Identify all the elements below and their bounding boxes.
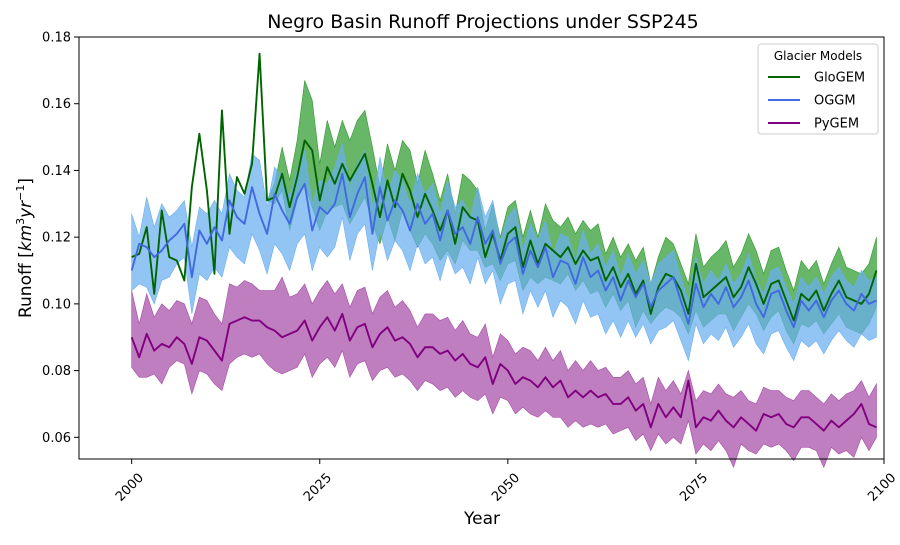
plot-frame <box>78 36 885 460</box>
x-axis: 2000 2025 2050 2075 2100 <box>113 459 899 505</box>
legend-label-pygem: PyGEM <box>814 117 859 132</box>
legend-label-glogem: GloGEM <box>814 71 865 86</box>
x-axis-label: Year <box>463 509 500 529</box>
y-tick-label: 0.16 <box>42 97 71 112</box>
y-axis-label-unit2: yr <box>16 200 36 219</box>
y-tick-label: 0.10 <box>42 297 71 312</box>
band-pygem <box>131 276 877 469</box>
y-axis-label-close: ] <box>16 178 36 185</box>
y-tick-label: 0.18 <box>42 31 71 46</box>
legend: Glacier Models GloGEM OGGM PyGEM <box>757 43 879 135</box>
y-axis: 0.06 0.08 0.10 0.12 0.14 0.16 0.18 <box>42 31 79 446</box>
legend-label-oggm: OGGM <box>814 94 856 109</box>
y-axis-label-sup1: 3 <box>14 218 27 225</box>
y-tick-label: 0.06 <box>42 431 71 446</box>
line-pygem <box>130 312 877 432</box>
y-axis-label-sup2: −1 <box>14 185 27 201</box>
y-tick-label: 0.12 <box>42 231 71 246</box>
x-tick-label: 2100 <box>865 471 899 505</box>
x-tick-label: 2025 <box>301 471 335 505</box>
legend-title: Glacier Models <box>774 49 862 63</box>
line-glogem <box>131 52 878 322</box>
line-oggm <box>130 172 877 329</box>
x-tick-label: 2050 <box>489 471 523 505</box>
legend-items: GloGEM OGGM PyGEM <box>768 71 865 132</box>
y-axis-label: Runoff [km3yr−1] <box>14 178 36 318</box>
x-tick-label: 2000 <box>113 471 147 505</box>
y-axis-label-unit: km <box>16 225 36 251</box>
series-lines <box>130 52 878 432</box>
y-axis-label-base: Runoff [ <box>16 251 36 318</box>
y-tick-label: 0.14 <box>42 164 71 179</box>
x-tick-label: 2075 <box>677 471 711 505</box>
chart-title: Negro Basin Runoff Projections under SSP… <box>267 11 699 33</box>
y-tick-label: 0.08 <box>42 364 71 379</box>
legend-box <box>757 43 879 135</box>
